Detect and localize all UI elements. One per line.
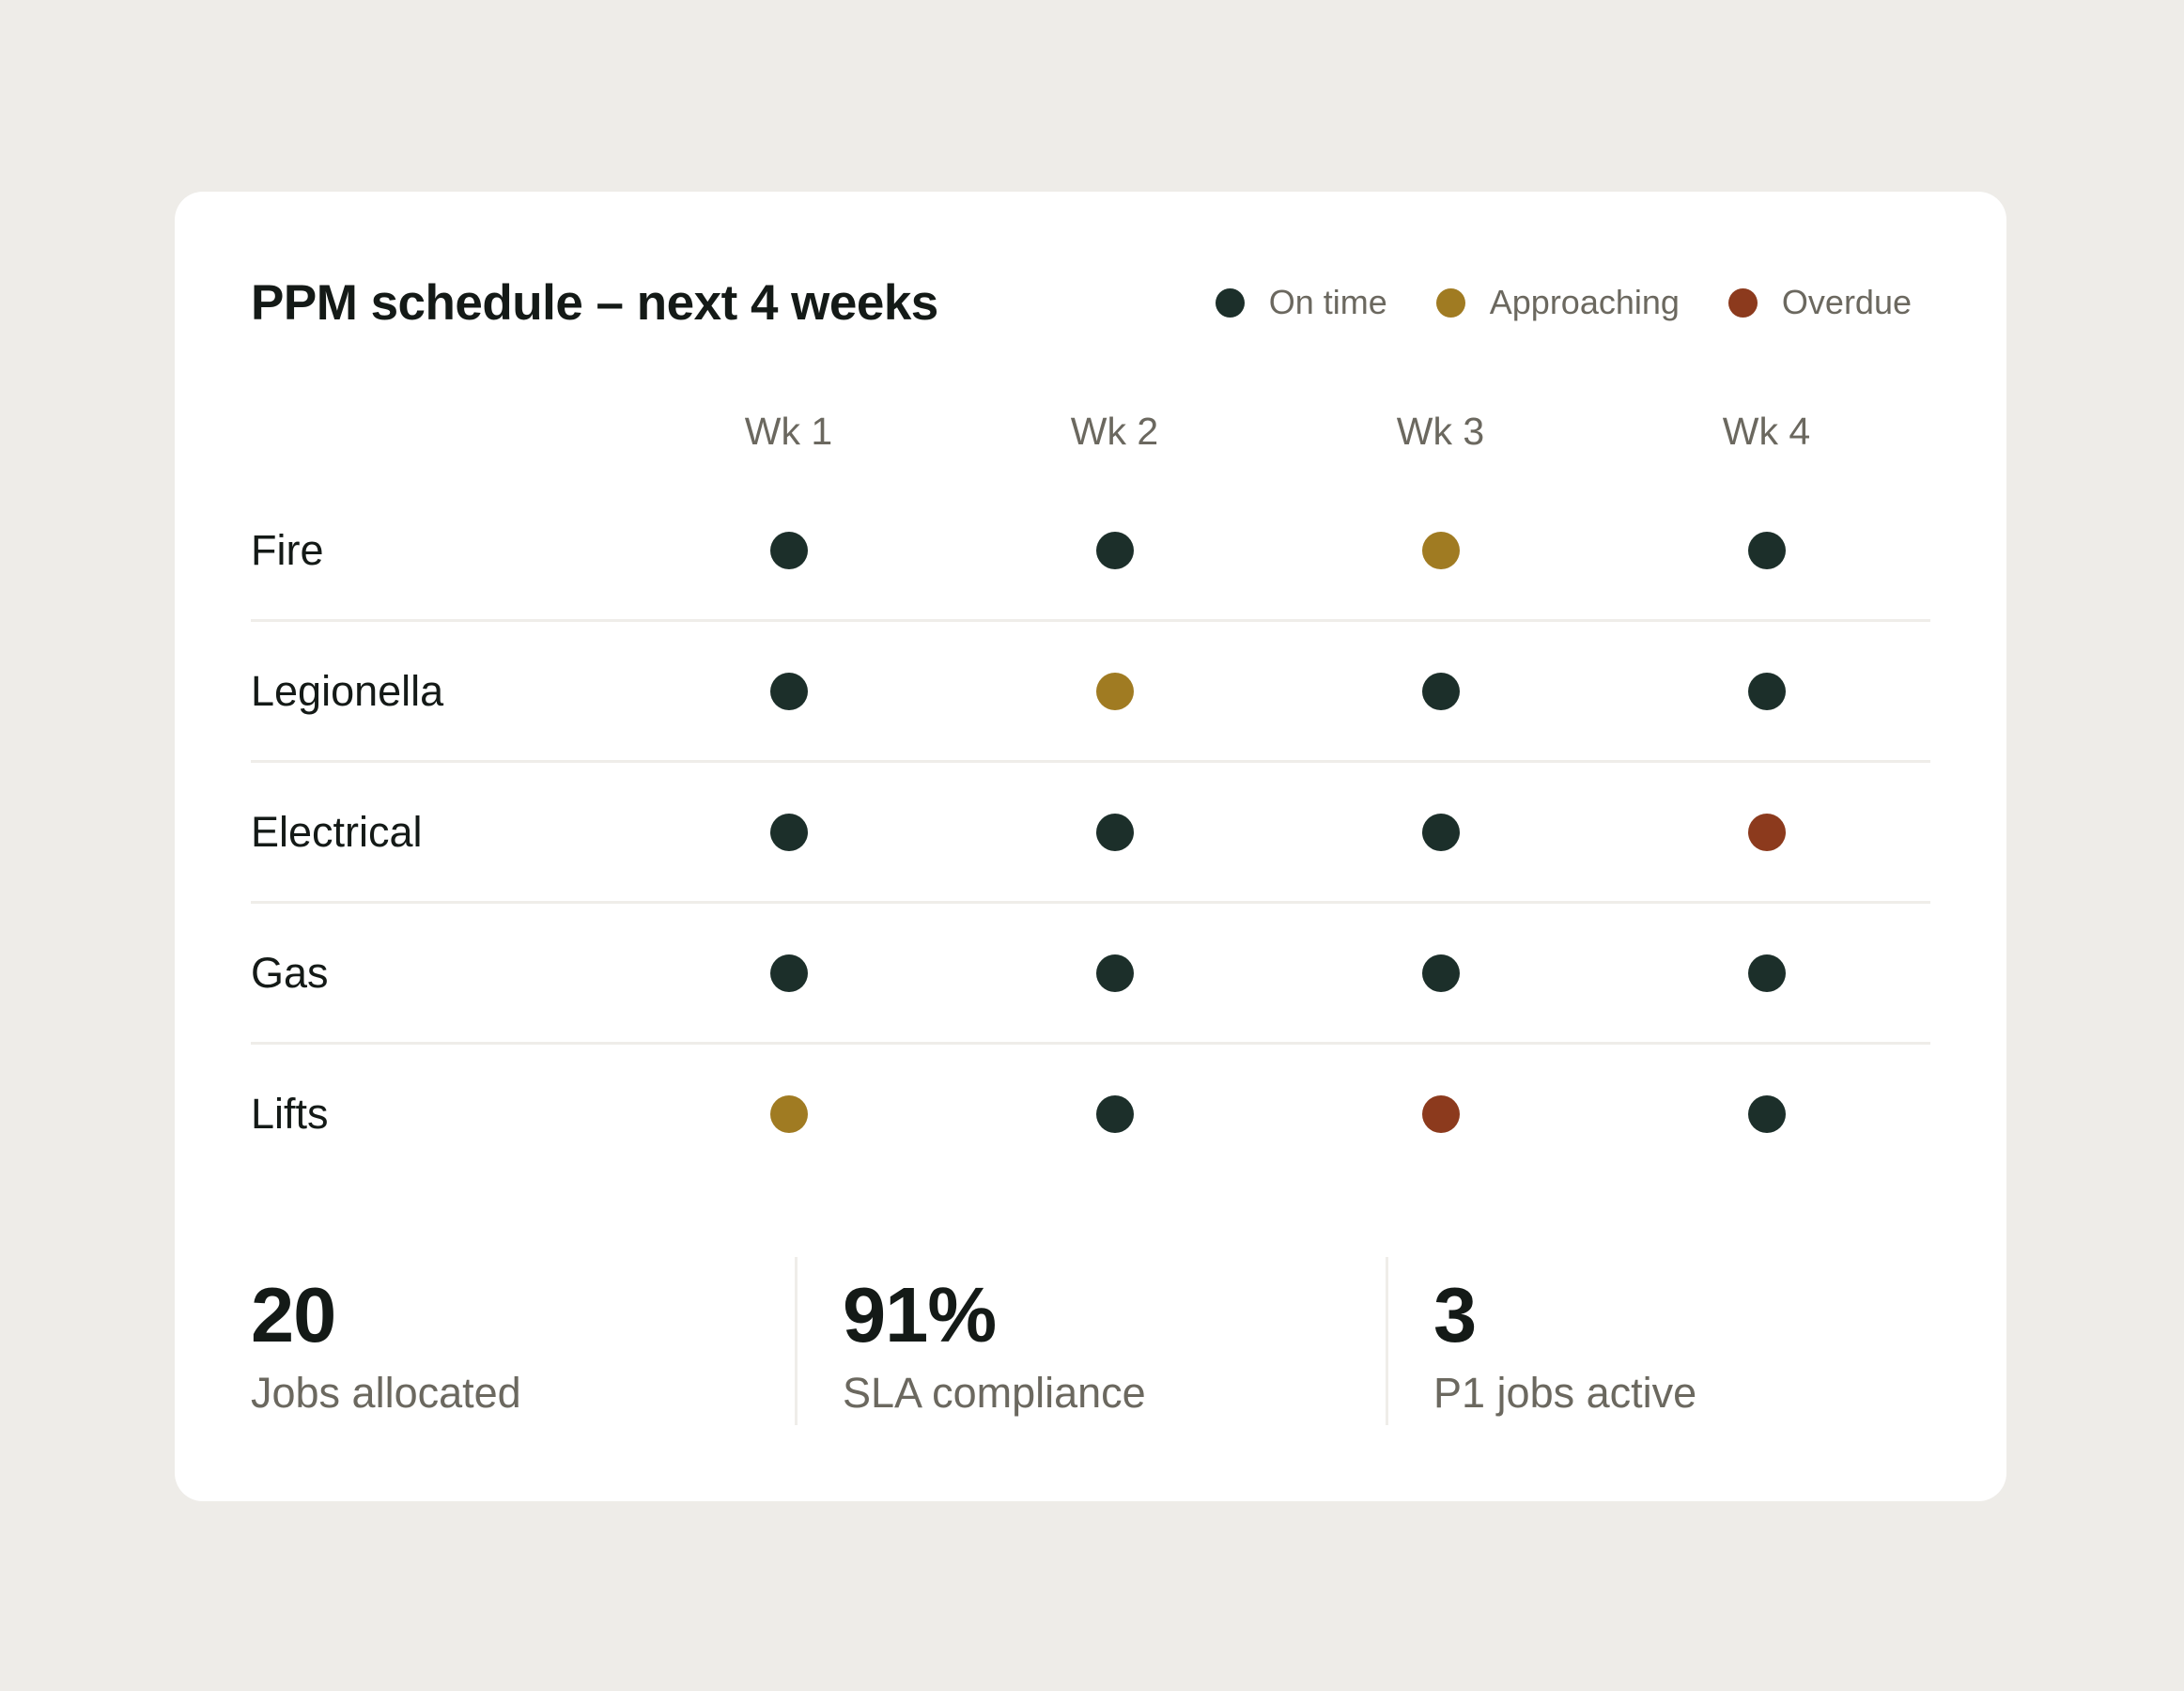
on-time-dot-icon [769,672,808,710]
row-label: Legionella [251,666,444,715]
schedule-grid: Wk 1 Wk 2 Wk 3 Wk 4 Fire Legionella Elec… [251,381,1930,1183]
status-cell [1603,531,1929,569]
status-cell [952,531,1278,569]
stat-jobs-allocated: 20 Jobs allocated [251,1257,795,1425]
on-time-dot-icon [1095,1094,1134,1133]
status-cell [626,531,952,569]
stat-value: 3 [1433,1271,1477,1358]
week-header-row: Wk 1 Wk 2 Wk 3 Wk 4 [251,381,1930,481]
stat-label: P1 jobs active [1433,1369,1697,1417]
on-time-dot-icon [1421,672,1460,710]
week-header-3: Wk 3 [1396,409,1485,453]
on-time-dot-icon [1421,813,1460,851]
status-cell [626,954,952,992]
week-header-1: Wk 1 [744,409,833,453]
on-time-dot-icon [1747,531,1786,569]
legend-item-on-time: On time [1215,283,1387,322]
overdue-dot-icon [1421,1094,1460,1133]
legend-item-approaching: Approaching [1435,283,1680,322]
stat-label: SLA compliance [843,1369,1146,1417]
table-row-lifts: Lifts [251,1045,1930,1183]
stat-label: Jobs allocated [251,1369,521,1417]
table-row-electrical: Electrical [251,763,1930,904]
row-label: Electrical [251,807,423,856]
on-time-dot-icon [1747,1094,1786,1133]
status-cell [1278,813,1603,851]
on-time-dot-icon [1095,954,1134,992]
status-cell [626,672,952,710]
status-cell [1603,954,1929,992]
card-title: PPM schedule – next 4 weeks [251,274,938,331]
status-cell [626,1094,952,1133]
table-row-legionella: Legionella [251,622,1930,763]
row-label: Lifts [251,1089,329,1138]
table-row-gas: Gas [251,904,1930,1045]
stat-sla-compliance: 91% SLA compliance [795,1257,1386,1425]
week-header-2: Wk 2 [1070,409,1159,453]
on-time-dot-icon [769,531,808,569]
row-label: Fire [251,525,324,574]
on-time-dot-icon [1747,672,1786,710]
status-cell [1278,954,1603,992]
approaching-dot-icon [769,1094,808,1133]
approaching-dot-icon [1435,287,1465,318]
status-cell [952,813,1278,851]
status-cell [952,954,1278,992]
approaching-dot-icon [1095,672,1134,710]
status-legend: On time Approaching Overdue [1215,283,1912,322]
overdue-dot-icon [1727,287,1758,318]
approaching-dot-icon [1421,531,1460,569]
status-cell [1278,1094,1603,1133]
ppm-schedule-card: PPM schedule – next 4 weeks On time Appr… [175,192,2006,1501]
legend-label: Overdue [1781,283,1912,321]
status-cell [952,672,1278,710]
status-cell [1603,1094,1929,1133]
on-time-dot-icon [769,813,808,851]
legend-label: Approaching [1489,283,1680,321]
stat-value: 91% [843,1271,997,1358]
legend-label: On time [1268,283,1387,321]
on-time-dot-icon [1215,287,1245,318]
status-cell [1603,813,1929,851]
status-cell [952,1094,1278,1133]
status-cell [1278,672,1603,710]
on-time-dot-icon [1747,954,1786,992]
summary-stats: 20 Jobs allocated 91% SLA compliance 3 P… [251,1257,1930,1425]
stat-p1-jobs-active: 3 P1 jobs active [1386,1257,1930,1425]
table-row-fire: Fire [251,481,1930,622]
week-header-4: Wk 4 [1722,409,1811,453]
status-cell [1278,531,1603,569]
on-time-dot-icon [1421,954,1460,992]
stat-value: 20 [251,1271,336,1358]
legend-item-overdue: Overdue [1727,283,1912,322]
card-header: PPM schedule – next 4 weeks On time Appr… [251,272,1930,333]
on-time-dot-icon [1095,813,1134,851]
on-time-dot-icon [769,954,808,992]
status-cell [1603,672,1929,710]
overdue-dot-icon [1747,813,1786,851]
row-label: Gas [251,948,329,997]
status-cell [626,813,952,851]
on-time-dot-icon [1095,531,1134,569]
